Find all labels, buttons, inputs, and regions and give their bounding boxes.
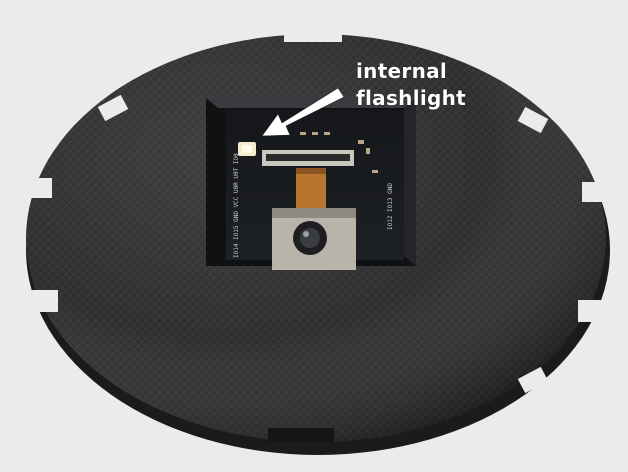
rim-notch [22, 178, 52, 198]
annotation-arrow-icon [261, 87, 345, 137]
camera-ribbon-shade [296, 168, 326, 174]
annotation-line-2: flashlight [356, 86, 467, 110]
fpc-connector-slot [266, 154, 350, 161]
rim-notch [582, 182, 612, 202]
camera-lens-glint [303, 231, 309, 237]
rim-notch [28, 290, 58, 312]
camera-housing-top [272, 208, 356, 218]
bottom-slot [268, 428, 334, 442]
camera-ribbon [296, 168, 326, 212]
camera-lens [300, 228, 320, 248]
flash-led-core [242, 145, 252, 153]
rim-notch [97, 94, 129, 122]
rim-notch [284, 30, 342, 42]
rim-notches [22, 30, 612, 394]
right-pin-silkscreen: IO12 IO13 GND [387, 183, 394, 230]
rim-notch [517, 366, 549, 394]
rim-notch [517, 106, 549, 134]
annotation-line-1: internal [356, 59, 448, 83]
left-pin-silkscreen: IO14 IO15 GND VCC U0R U0T IO0 [233, 153, 240, 258]
window-bevel-right [404, 98, 416, 266]
smd-components [300, 132, 378, 173]
annotation-label: internal flashlight [356, 58, 466, 112]
rim-notch [578, 300, 608, 322]
window-bevel [206, 98, 416, 108]
